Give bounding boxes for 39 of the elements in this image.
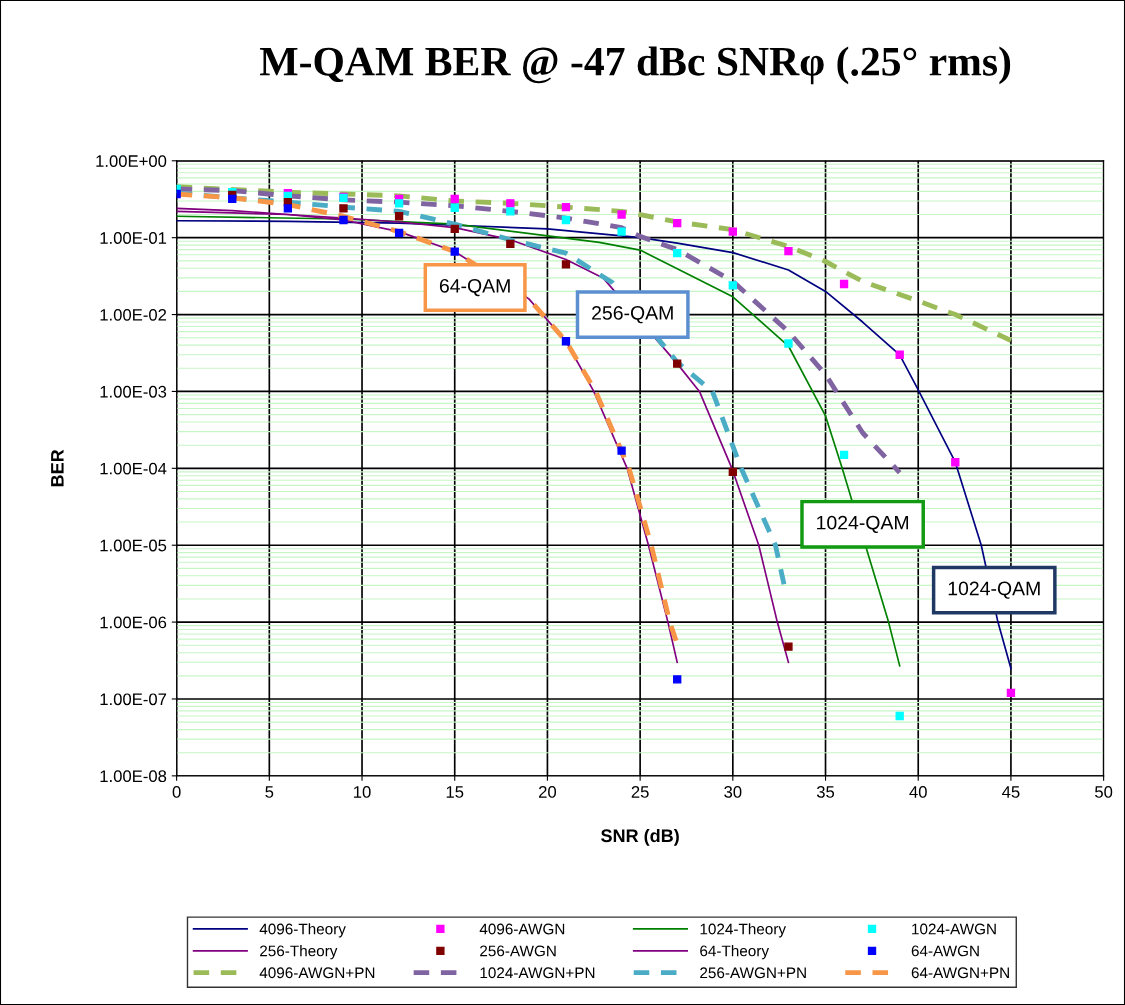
x-tick-label: 20 [539, 786, 557, 798]
x-tick-label: 0 [172, 786, 181, 798]
legend-label: 4096-AWGN+PN [259, 967, 375, 979]
chart-title: M-QAM BER @ -47 dBc SNRφ (.25° rms) [260, 46, 1011, 85]
x-tick-label: 25 [631, 786, 649, 798]
x-tick-label: 40 [909, 786, 927, 798]
x-tick-label: 15 [446, 786, 464, 798]
annotation: 64-QAM [439, 278, 510, 297]
annotation: 1024-QAM [948, 581, 1040, 599]
legend-label: 1024-Theory [700, 923, 787, 938]
y-axis-title: BER [51, 449, 64, 487]
y-tick-label: 1.00E+00 [96, 155, 167, 167]
x-tick-label: 35 [816, 786, 835, 798]
legend-label: 4096-AWGN [479, 923, 565, 935]
legend-label: 256-AWGN+PN [700, 967, 806, 979]
legend-label: 256-AWGN [480, 945, 556, 957]
legend-label: 64-AWGN [911, 945, 979, 957]
y-tick-label: 1.00E-07 [100, 693, 167, 706]
x-axis-title: SNR (dB) [601, 828, 679, 846]
x-tick-label: 10 [354, 786, 371, 798]
legend-label: 256-Theory [260, 945, 338, 960]
legend-label: 1024-AWGN [912, 923, 996, 935]
y-tick-label: 1.00E-02 [100, 308, 167, 321]
legend-label: 1024-AWGN+PN [480, 967, 595, 979]
y-tick-label: 1.00E-08 [100, 770, 167, 783]
y-tick-label: 1.00E-05 [100, 539, 167, 552]
x-tick-label: 30 [724, 786, 742, 798]
legend-label: 4096-Theory [259, 923, 346, 938]
y-tick-label: 1.00E-06 [100, 616, 167, 629]
annotation: 1024-QAM [817, 515, 909, 533]
annotation: 256-QAM [592, 306, 673, 324]
y-tick-label: 1.00E-03 [100, 385, 167, 398]
y-tick-label: 1.00E-01 [100, 232, 167, 244]
x-tick-label: 50 [1095, 786, 1113, 798]
y-tick-label: 1.00E-04 [100, 462, 167, 475]
legend-label: 64-AWGN+PN [911, 967, 1009, 979]
legend-label: 64-Theory [700, 945, 770, 960]
x-tick-label: 45 [1002, 786, 1020, 798]
x-tick-label: 5 [265, 786, 274, 798]
